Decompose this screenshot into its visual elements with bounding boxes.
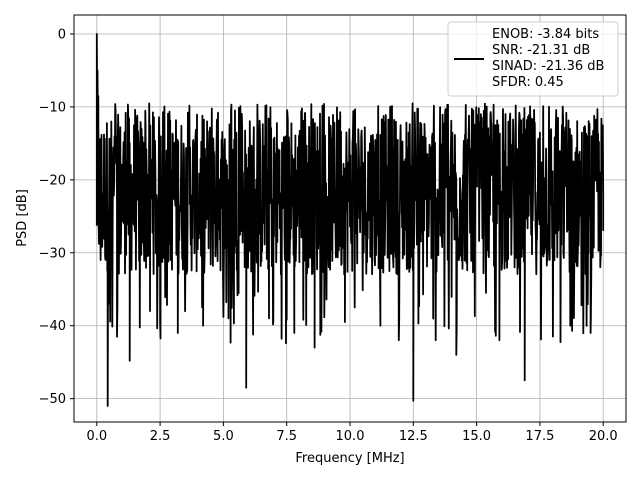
x-tick-label: 5.0: [213, 429, 234, 444]
legend-entry-sinad: SINAD: -21.36 dB: [492, 59, 604, 74]
plot-area: [95, 33, 605, 407]
x-tick-label: 7.5: [276, 429, 297, 444]
y-tick-label: 0: [58, 27, 66, 42]
x-tick-label: 10.0: [336, 429, 365, 444]
psd-series-line: [95, 33, 605, 407]
x-tick-label: 0.0: [86, 429, 107, 444]
y-tick-label: −30: [39, 246, 66, 261]
legend: ENOB: -3.84 bits SNR: -21.31 dB SINAD: -…: [447, 21, 619, 97]
y-axis-label: PSD [dB]: [15, 189, 30, 247]
x-tick-label: 2.5: [150, 429, 171, 444]
y-tick-label: −40: [39, 319, 66, 334]
legend-box: [447, 21, 619, 97]
legend-entry-sfdr: SFDR: 0.45: [492, 75, 564, 90]
y-tick-label: −20: [39, 173, 66, 188]
x-tick-label: 12.5: [399, 429, 428, 444]
legend-entry-enob: ENOB: -3.84 bits: [492, 27, 599, 42]
y-axis-ticks: 0 −10 −20 −30 −40 −50: [39, 27, 74, 407]
x-axis-label: Frequency [MHz]: [295, 451, 404, 466]
y-tick-label: −50: [39, 392, 66, 407]
y-tick-label: −10: [39, 100, 66, 115]
x-tick-label: 15.0: [462, 429, 491, 444]
x-tick-label: 17.5: [525, 429, 554, 444]
x-tick-label: 20.0: [589, 429, 618, 444]
x-axis-ticks: 0.0 2.5 5.0 7.5 10.0 12.5 15.0 17.5 20.0: [86, 422, 618, 444]
legend-entry-snr: SNR: -21.31 dB: [492, 43, 590, 58]
